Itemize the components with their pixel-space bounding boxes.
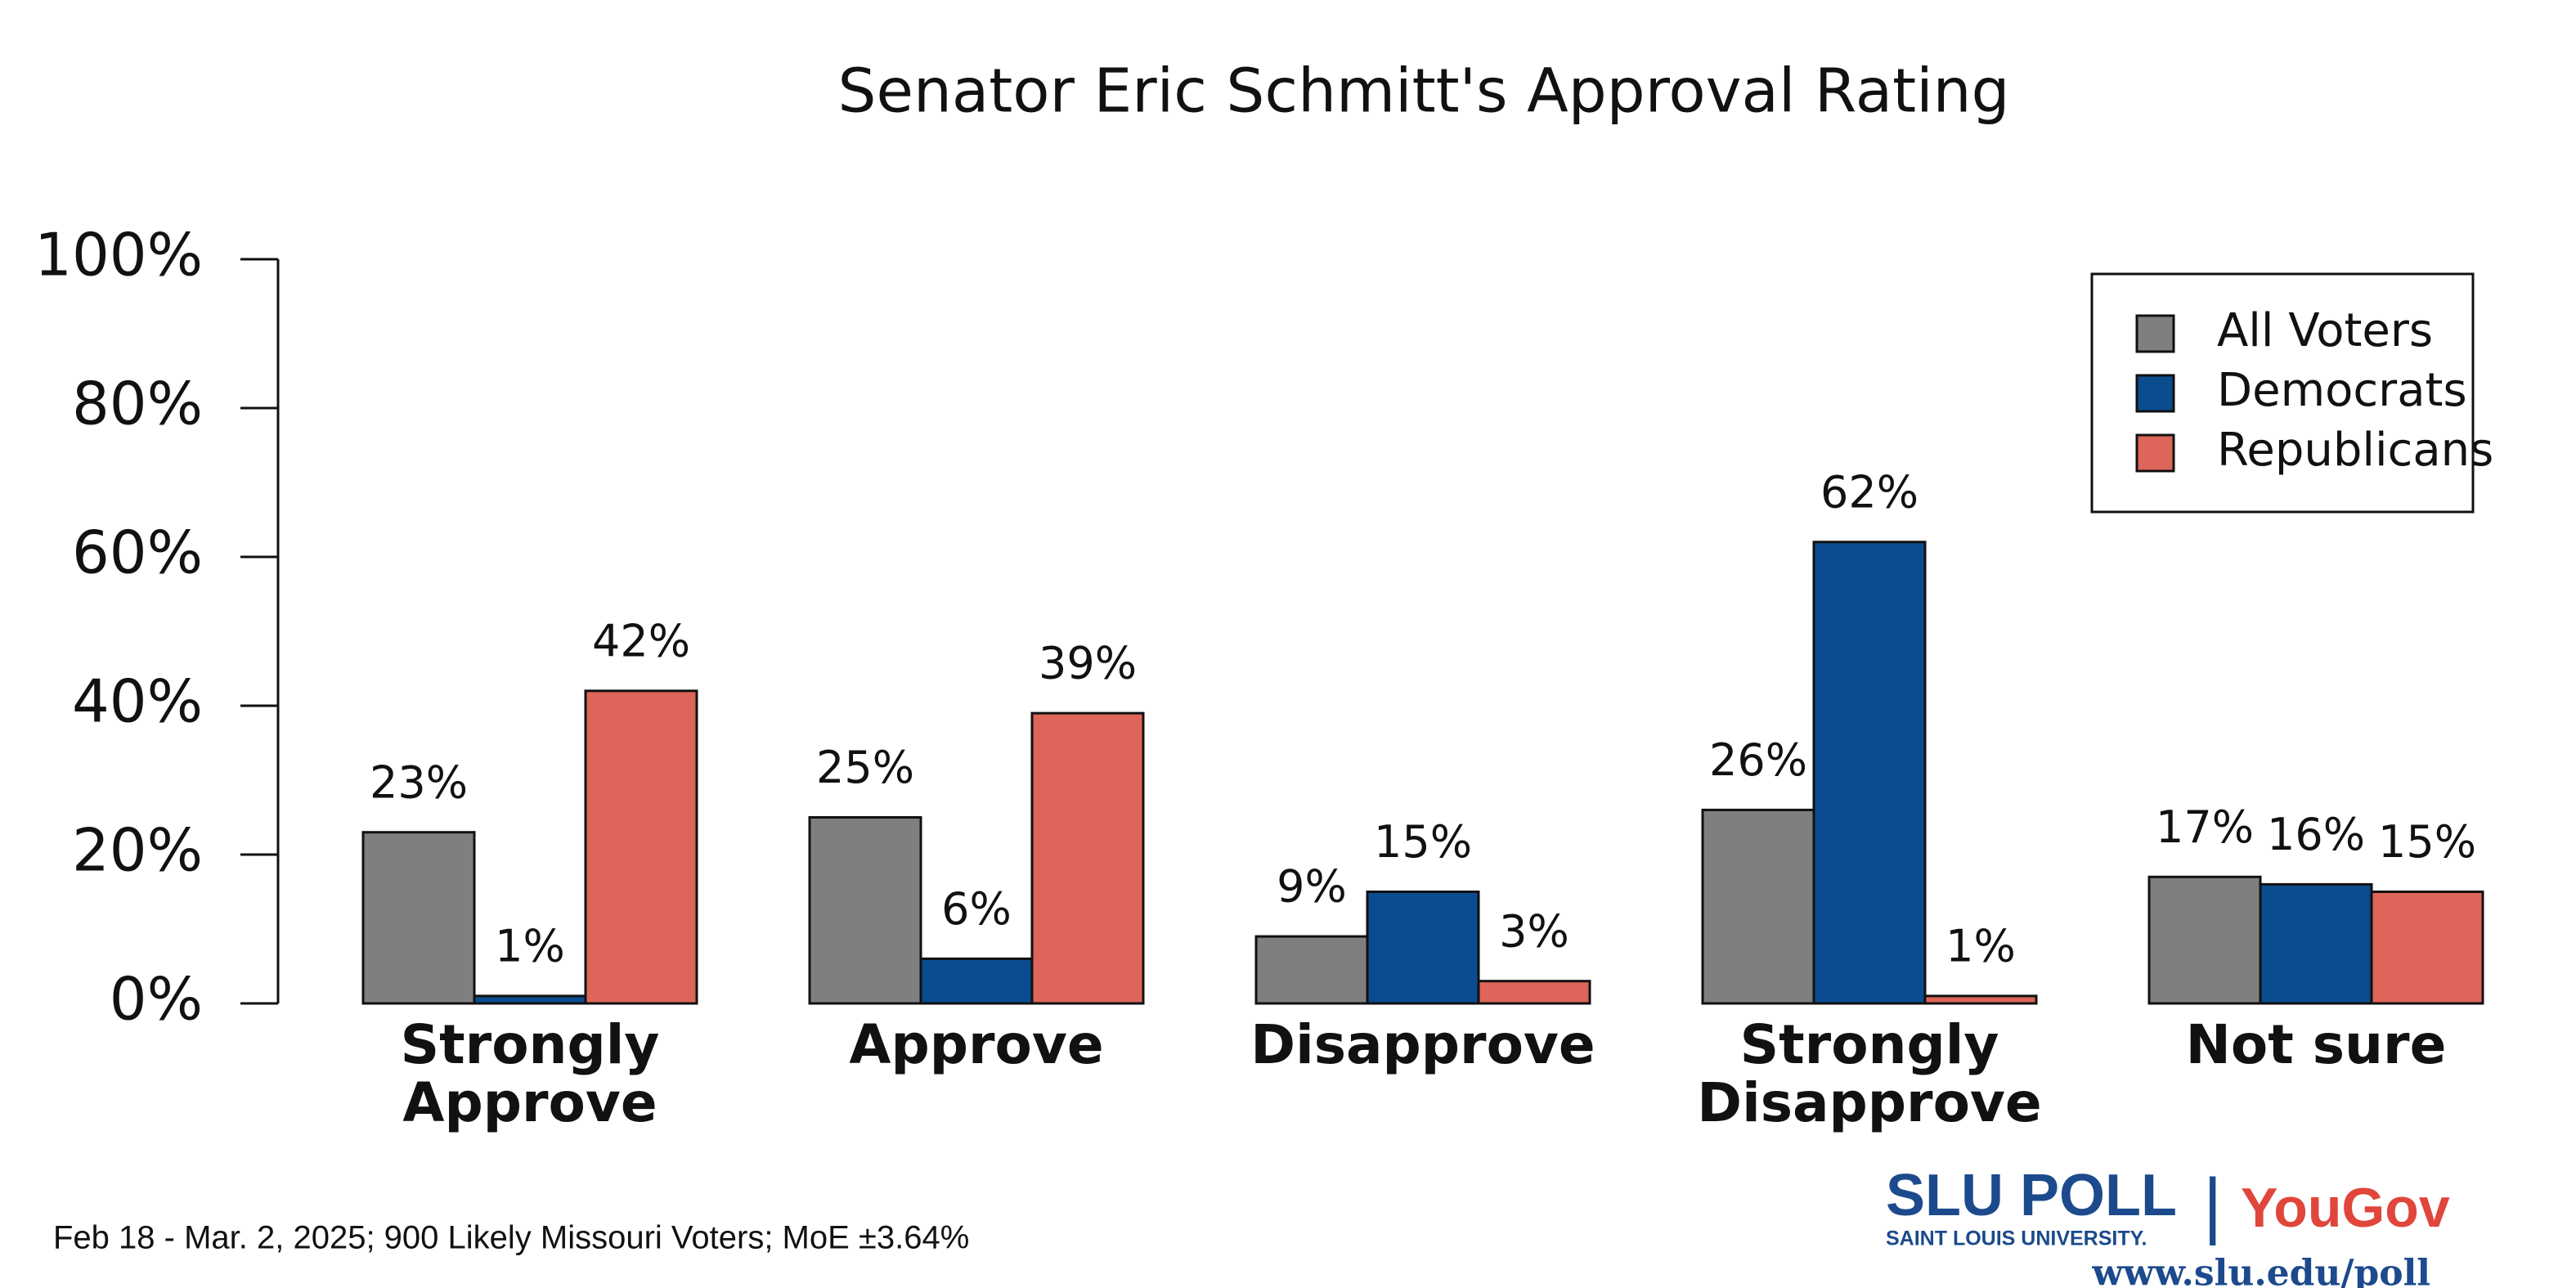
value-label: 23% [370,756,468,808]
chart-title: Senator Eric Schmitt's Approval Rating [837,56,2009,127]
legend-label: Democrats [2217,364,2467,417]
value-label: 16% [2267,809,2365,860]
logo-separator: | [2203,1165,2222,1246]
legend-swatch [2135,433,2175,473]
legend-swatch [2135,374,2175,413]
value-label: 42% [592,615,690,666]
y-tick-label: 40% [72,667,203,736]
value-label: 15% [1374,816,1472,868]
bar [584,689,698,1005]
bar [1477,980,1591,1005]
y-tick-label: 80% [72,370,203,438]
y-tick-label: 100% [34,221,203,289]
logo-url: www.slu.edu/poll [2091,1253,2430,1288]
legend-label: Republicans [2217,424,2493,477]
value-label: 39% [1039,638,1137,689]
y-tick-label: 60% [72,518,203,587]
logo-yougov: YouGov [2241,1177,2450,1239]
value-label: 3% [1499,905,1569,957]
x-tick-label: Strongly Disapprove [1697,1013,2041,1134]
bar [473,994,587,1005]
bar [2259,882,2373,1005]
x-tick-label: Approve [849,1013,1103,1076]
bar [1030,711,1145,1005]
value-label: 17% [2156,801,2254,853]
value-label: 15% [2378,816,2476,868]
bar [1812,541,1927,1005]
bar [1254,935,1369,1005]
value-label: 25% [816,742,914,793]
bar [1923,994,2038,1005]
x-tick-label: Strongly Approve [401,1013,660,1134]
value-label: 62% [1820,466,1919,518]
bar [808,816,922,1005]
value-label: 26% [1709,734,1807,786]
y-tick-label: 0% [110,965,203,1034]
legend-swatch [2135,314,2175,353]
value-label: 1% [495,921,565,972]
x-tick-label: Disapprove [1250,1013,1595,1076]
legend-label: All Voters [2217,304,2433,357]
bar [361,831,476,1005]
bar [1701,808,1815,1005]
footnote: Feb 18 - Mar. 2, 2025; 900 Likely Missou… [53,1220,969,1256]
bar [2147,875,2262,1005]
x-tick-label: Not sure [2186,1013,2447,1076]
bar [2370,891,2484,1005]
value-label: 1% [1945,921,2016,972]
bar [919,957,1034,1005]
bar [1366,891,1480,1005]
value-label: 9% [1277,861,1347,913]
logo-slu: SLU POLL [1886,1163,2177,1228]
logo-university: SAINT LOUIS UNIVERSITY. [1886,1227,2147,1250]
y-tick-label: 20% [72,816,203,885]
value-label: 6% [941,883,1012,935]
